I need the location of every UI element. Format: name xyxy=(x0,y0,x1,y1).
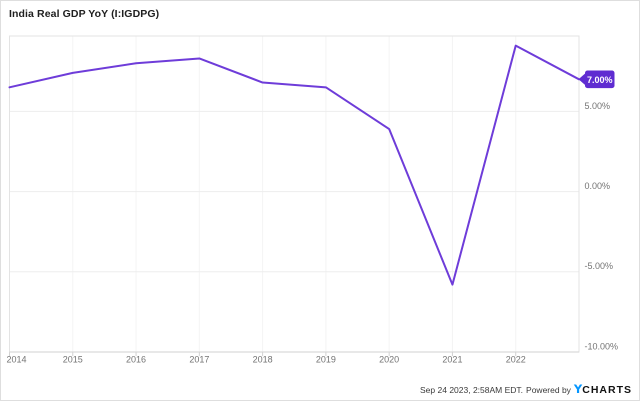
latest-value-badge-arrow xyxy=(578,72,586,86)
x-tick-label: 2014 xyxy=(7,355,27,365)
y-tick-label: 5.00% xyxy=(585,101,611,111)
gdp-line-series xyxy=(8,44,580,286)
y-tick-label: 0.00% xyxy=(585,181,611,191)
ycharts-wordmark: CHARTS xyxy=(582,384,632,396)
x-tick-label: 2019 xyxy=(316,355,336,365)
plot-border xyxy=(9,35,580,353)
x-tick-label: 2015 xyxy=(63,355,83,365)
ycharts-y-icon: Y xyxy=(573,382,583,396)
latest-value-badge-label: 7.00% xyxy=(587,75,613,85)
x-tick-label: 2016 xyxy=(126,355,146,365)
latest-value-badge xyxy=(585,70,615,89)
chart-title: India Real GDP YoY (I:IGDPG) xyxy=(9,8,160,20)
footer-powered-by: Powered by xyxy=(526,385,571,395)
chart-footer: Sep 24 2023, 2:58AM EDT. Powered by Y CH… xyxy=(420,382,632,396)
x-tick-label: 2017 xyxy=(189,355,209,365)
x-tick-label: 2022 xyxy=(506,355,526,365)
x-tick-label: 2018 xyxy=(253,355,273,365)
y-tick-label: -10.00% xyxy=(585,341,619,351)
y-tick-label: -5.00% xyxy=(585,261,614,271)
ycharts-logo: Y CHARTS xyxy=(574,382,632,396)
x-tick-label: 2020 xyxy=(379,355,399,365)
footer-timestamp: Sep 24 2023, 2:58AM EDT. xyxy=(420,385,524,395)
x-tick-label: 2021 xyxy=(442,355,462,365)
